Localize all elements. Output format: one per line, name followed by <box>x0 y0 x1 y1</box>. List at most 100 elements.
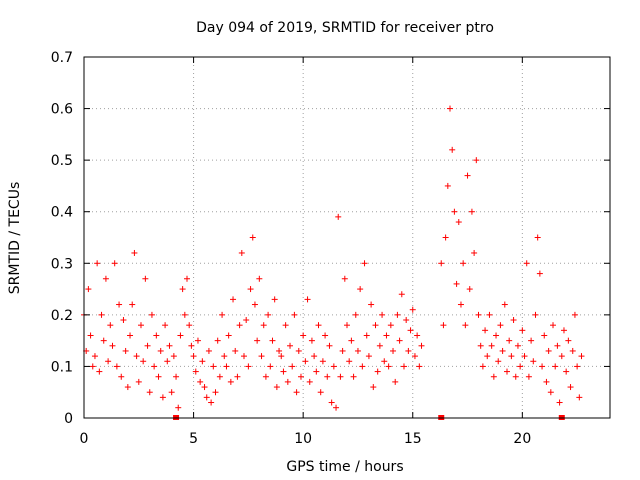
data-point <box>230 296 237 303</box>
data-point <box>499 347 506 354</box>
data-point <box>300 332 307 339</box>
data-point <box>155 373 162 380</box>
data-point <box>181 311 188 318</box>
data-point <box>271 296 278 303</box>
data-point <box>142 275 149 282</box>
data-point <box>335 213 342 220</box>
data-point <box>543 378 550 385</box>
data-point <box>98 311 105 318</box>
data-point <box>473 157 480 164</box>
data-point <box>109 342 116 349</box>
x-tick-label: 5 <box>189 431 198 447</box>
data-point <box>267 363 274 370</box>
data-point <box>455 219 462 226</box>
data-point <box>484 353 491 360</box>
x-tick-label: 15 <box>404 431 422 447</box>
data-point <box>234 373 241 380</box>
data-point <box>563 368 570 375</box>
data-point <box>326 342 333 349</box>
data-point <box>260 322 267 329</box>
data-point <box>243 317 250 324</box>
data-point <box>144 342 151 349</box>
data-point <box>232 347 239 354</box>
data-point <box>528 337 535 344</box>
data-point <box>569 347 576 354</box>
data-point <box>477 342 484 349</box>
data-point <box>532 311 539 318</box>
data-point <box>208 399 215 406</box>
data-point <box>578 353 585 360</box>
data-point <box>96 368 103 375</box>
data-point <box>394 311 401 318</box>
data-point <box>192 368 199 375</box>
data-point <box>344 322 350 329</box>
data-point <box>368 301 375 308</box>
data-point <box>197 378 204 385</box>
data-point <box>517 363 524 370</box>
data-point <box>214 337 221 344</box>
data-point <box>304 296 311 303</box>
data-point <box>525 373 532 380</box>
data-point <box>166 342 173 349</box>
data-point <box>374 368 381 375</box>
data-point <box>475 311 482 318</box>
y-tick-label: 0.4 <box>51 205 73 221</box>
data-point <box>94 260 101 267</box>
data-point <box>164 358 171 365</box>
data-point <box>135 378 142 385</box>
data-point <box>287 342 294 349</box>
y-tick-label: 0.7 <box>51 50 73 66</box>
data-point <box>313 368 320 375</box>
data-point <box>225 332 232 339</box>
data-point <box>107 322 114 329</box>
data-point <box>100 337 107 344</box>
data-point <box>370 384 377 391</box>
data-point <box>381 358 388 365</box>
data-point <box>407 327 414 334</box>
data-point <box>385 363 392 370</box>
data-point <box>227 378 234 385</box>
data-point <box>127 332 134 339</box>
data-point <box>354 347 361 354</box>
data-point <box>471 249 478 256</box>
data-point <box>468 208 475 215</box>
data-point <box>120 317 127 324</box>
data-point <box>560 327 567 334</box>
data-point <box>352 311 359 318</box>
data-point <box>184 275 191 282</box>
data-point <box>157 347 164 354</box>
data-point <box>416 363 423 370</box>
data-point <box>153 332 160 339</box>
data-point <box>488 342 495 349</box>
y-tick-label: 0.2 <box>51 308 73 324</box>
data-point <box>133 353 140 360</box>
data-point <box>245 363 252 370</box>
data-point <box>530 358 537 365</box>
data-point <box>289 363 296 370</box>
data-point <box>497 322 504 329</box>
data-point <box>545 347 552 354</box>
data-point <box>479 363 486 370</box>
data-points <box>81 105 585 420</box>
data-point <box>457 301 464 308</box>
data-point <box>558 353 565 360</box>
data-point <box>567 384 574 391</box>
data-point <box>269 337 276 344</box>
data-point <box>339 347 346 354</box>
data-point <box>151 363 158 370</box>
data-point <box>111 260 118 267</box>
data-point <box>190 353 197 360</box>
data-point <box>293 389 300 396</box>
data-point <box>440 322 447 329</box>
data-point <box>118 373 125 380</box>
data-point <box>249 234 256 241</box>
data-point <box>565 337 572 344</box>
data-point <box>414 332 421 339</box>
data-point <box>236 322 243 329</box>
chart-title: Day 094 of 2019, SRMTID for receiver ptr… <box>196 20 494 36</box>
data-point <box>146 389 153 396</box>
data-point <box>219 311 226 318</box>
data-point <box>376 342 383 349</box>
data-point <box>188 342 195 349</box>
data-point <box>346 358 353 365</box>
